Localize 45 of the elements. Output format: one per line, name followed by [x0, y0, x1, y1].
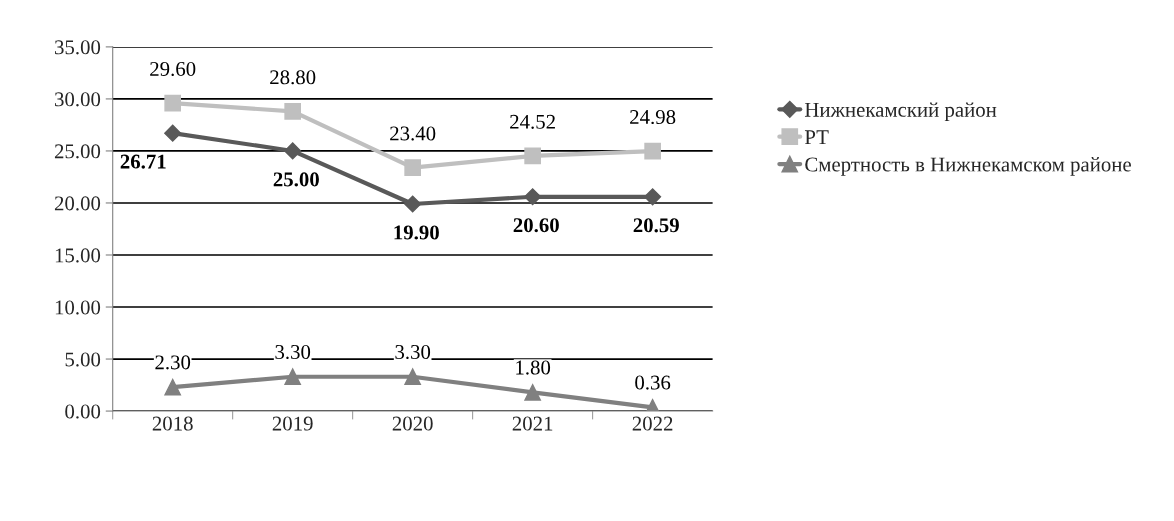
y-tick-label: 20.00	[54, 196, 101, 211]
data-label: 19.90	[394, 225, 439, 240]
point	[524, 384, 541, 401]
data-label: 25.00	[273, 172, 319, 187]
data-label: 3.30	[395, 344, 431, 360]
point	[524, 147, 541, 165]
legend-label: Смертность в Нижнекамском районе	[805, 157, 1131, 176]
x-tick-label: 2021	[512, 416, 553, 431]
x-tick-label: 2022	[632, 416, 673, 431]
data-label: 29.60	[150, 61, 196, 77]
data-label: 1.80	[516, 360, 551, 375]
legend-label: РТ	[804, 130, 829, 144]
y-tick-label: 5.00	[65, 352, 101, 367]
data-label: 26.71	[120, 154, 166, 169]
y-tick-label: 10.00	[55, 300, 101, 315]
data-label: 3.30	[275, 344, 311, 360]
point	[404, 195, 422, 213]
point	[524, 188, 542, 206]
data-label: 2.30	[155, 355, 191, 370]
data-label: 20.60	[513, 218, 559, 233]
y-tick-label: 30.00	[55, 92, 101, 107]
data-label: 24.52	[510, 114, 555, 129]
x-tick-label: 2019	[272, 416, 313, 431]
y-tick-label: 15.00	[55, 248, 101, 263]
point	[164, 124, 182, 142]
point	[284, 103, 302, 120]
data-label: 24.98	[630, 109, 676, 125]
point	[644, 188, 662, 206]
point	[644, 142, 661, 160]
point	[284, 368, 302, 386]
data-label: 0.36	[635, 375, 671, 390]
x-tick-label: 2018	[152, 416, 193, 431]
data-label: 20.59	[633, 218, 679, 233]
y-tick-label: 25.00	[54, 144, 101, 159]
point	[284, 142, 302, 160]
point	[164, 378, 182, 396]
legend-label: Нижнекамский район	[804, 102, 997, 122]
point	[404, 159, 421, 176]
y-tick-label: 0.00	[65, 404, 101, 419]
data-label: 23.40	[390, 126, 436, 141]
y-tick-label: 35.00	[55, 40, 101, 55]
point	[404, 368, 421, 386]
point	[164, 94, 182, 112]
x-tick-label: 2020	[392, 416, 433, 431]
data-label: 28.80	[270, 70, 316, 85]
